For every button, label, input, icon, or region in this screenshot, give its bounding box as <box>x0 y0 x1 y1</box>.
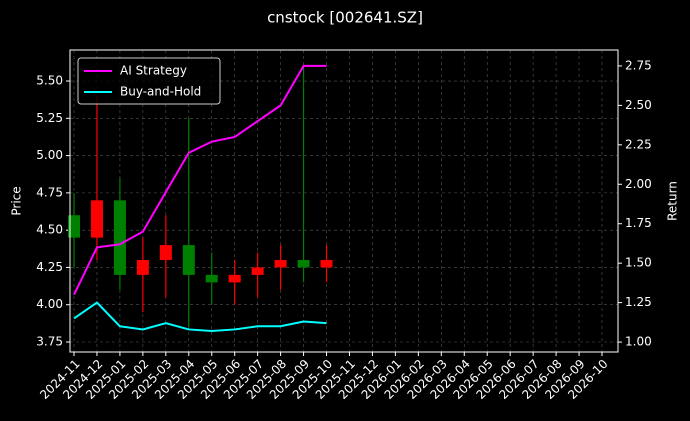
y2-tick-label: 2.50 <box>625 98 652 112</box>
y-tick-label: 4.25 <box>36 260 63 274</box>
y-tick-label: 3.75 <box>36 335 63 349</box>
y-tick-label: 4.75 <box>36 185 63 199</box>
candle-body <box>182 245 195 275</box>
y-axis-label: Price <box>10 186 24 215</box>
legend-box <box>77 57 221 105</box>
y2-tick-label: 1.50 <box>625 256 652 270</box>
candle-body <box>297 259 310 268</box>
chart-title: cnstock [002641.SZ] <box>267 9 423 27</box>
candle-body <box>68 215 80 238</box>
legend-label: AI Strategy <box>120 64 187 78</box>
candle-body <box>159 245 172 260</box>
y2-tick-label: 1.00 <box>625 335 652 349</box>
plot-frame <box>69 49 619 353</box>
candle-body <box>251 267 264 275</box>
candle-body <box>205 274 218 283</box>
candle-body <box>228 274 241 283</box>
y2-tick-label: 2.00 <box>625 177 652 191</box>
candle-body <box>320 259 333 268</box>
legend-label: Buy-and-Hold <box>120 85 201 99</box>
candle-body <box>274 259 287 268</box>
candle-body <box>136 259 149 275</box>
y-tick-label: 5.25 <box>36 111 63 125</box>
y-tick-label: 5.50 <box>36 74 63 88</box>
candle-body <box>113 200 126 275</box>
y-tick-label: 4.00 <box>36 297 63 311</box>
y2-tick-label: 1.25 <box>625 295 652 309</box>
return-line <box>73 301 327 333</box>
y-tick-label: 4.50 <box>36 223 63 237</box>
candle-body <box>90 200 103 238</box>
y2-tick-label: 2.25 <box>625 137 652 151</box>
y2-tick-label: 2.75 <box>625 58 652 72</box>
y2-tick-label: 1.75 <box>625 216 652 230</box>
return-line <box>73 64 327 296</box>
y2-axis-label: Return <box>666 181 680 221</box>
y-tick-label: 5.00 <box>36 148 63 162</box>
